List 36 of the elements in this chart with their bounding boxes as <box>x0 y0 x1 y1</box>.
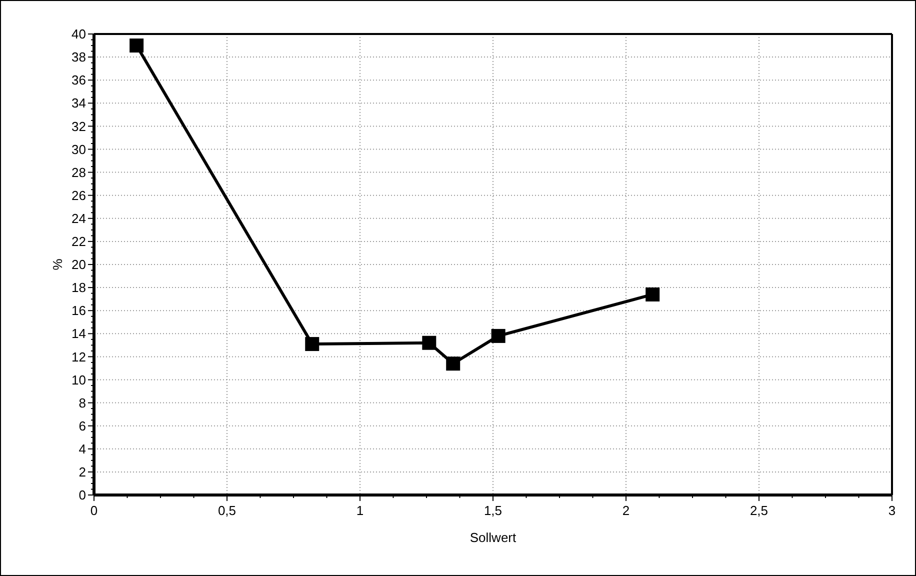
y-tick-label: 16 <box>72 303 86 318</box>
point <box>491 328 506 343</box>
x-tick-label: 2 <box>622 503 630 518</box>
point <box>305 337 320 352</box>
x-tick-label: 1 <box>356 503 364 518</box>
y-tick-label: 4 <box>78 441 86 456</box>
y-tick-label: 6 <box>78 418 86 434</box>
point <box>646 287 660 302</box>
y-axis-title: % <box>50 258 65 270</box>
y-tick-label: 14 <box>72 326 86 342</box>
x-tick-label: 0 <box>90 503 98 518</box>
y-tick-label: 18 <box>72 280 86 296</box>
x-tick-label: 3 <box>888 503 896 518</box>
y-tick-label: 22 <box>72 234 86 249</box>
point <box>446 356 460 371</box>
y-tick-label: 0 <box>78 488 86 503</box>
x-tick-label: 1,5 <box>484 503 502 518</box>
y-tick-label: 32 <box>72 118 86 134</box>
y-tick-label: 20 <box>72 257 86 272</box>
x-axis-title: Sollwert <box>470 530 516 545</box>
y-tick-label: 38 <box>72 50 86 65</box>
x-tick-label: 0,5 <box>218 503 236 518</box>
y-tick-label: 34 <box>72 96 86 111</box>
y-tick-label: 28 <box>72 164 86 180</box>
y-tick-label: 40 <box>72 26 86 42</box>
y-tick-label: 2 <box>78 464 86 480</box>
y-tick-label: 36 <box>72 72 86 88</box>
x-tick-label: 2,5 <box>750 503 768 518</box>
y-tick-label: 10 <box>72 372 86 388</box>
y-tick-label: 24 <box>72 210 86 226</box>
point <box>422 336 436 350</box>
y-tick-label: 12 <box>72 349 86 364</box>
y-tick-label: 8 <box>78 395 86 410</box>
y-tick-label: 30 <box>72 142 86 157</box>
point <box>130 38 144 53</box>
y-tick-label: 26 <box>72 188 86 203</box>
